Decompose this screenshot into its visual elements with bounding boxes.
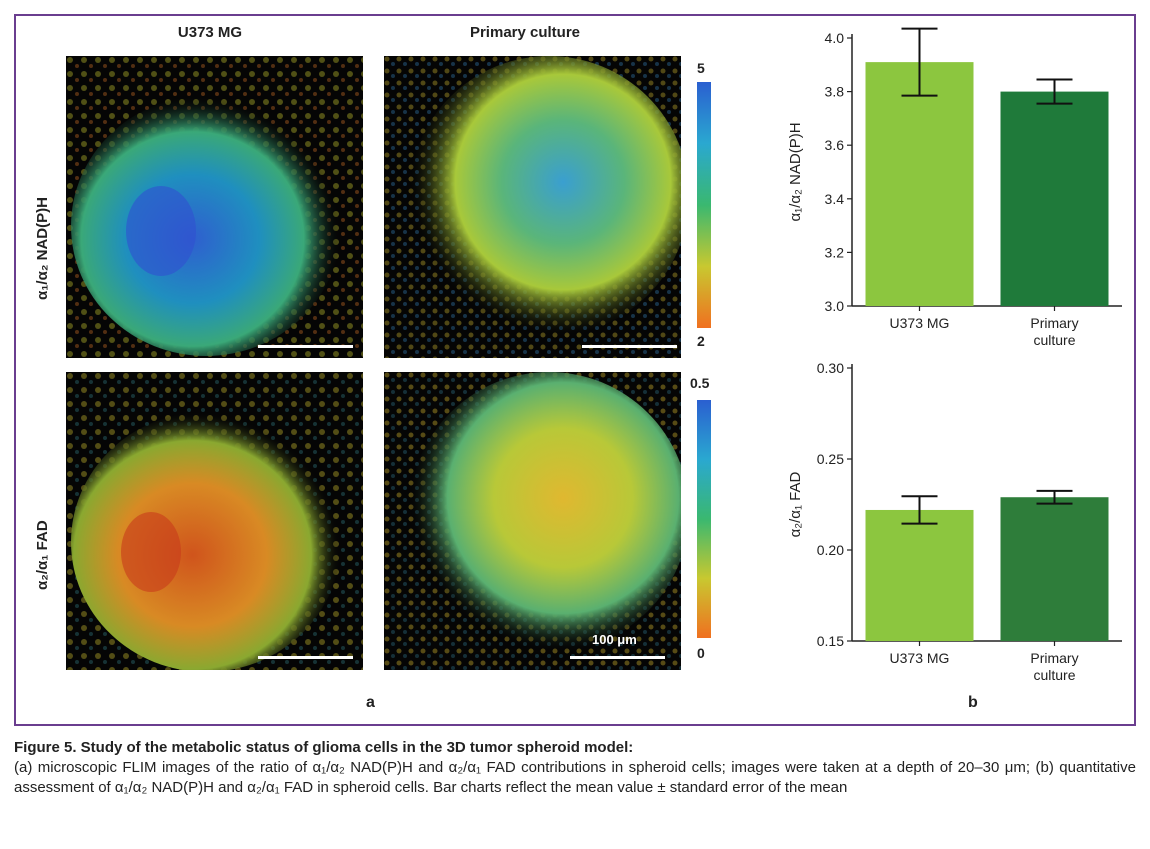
y-tick-label: 3.0 (825, 298, 845, 314)
y-tick-label: 0.20 (817, 542, 844, 558)
column-header-primary: Primary culture (469, 24, 581, 41)
flim-image-primary-fad (384, 372, 681, 670)
caption-body: (a) microscopic FLIM images of the ratio… (14, 759, 1136, 796)
x-tick-label: culture (1033, 332, 1075, 348)
y-tick-label: 0.25 (817, 451, 844, 467)
colorbar-fad-max: 0.5 (690, 375, 710, 391)
x-tick-label: culture (1033, 667, 1075, 683)
bar-chart-fad: 0.15 0.20 0.25 0.30 α₂/α₁ FAD U373 MG Primaryc… (787, 360, 1122, 683)
figure-caption: Figure 5. Study of the metabolic status … (14, 738, 1136, 798)
bar (865, 62, 974, 307)
bar-chart-nadph: 3.0 3.2 3.4 3.6 3.8 4.0 α₁/α₂ NAD(P)H U373 MG Pr… (787, 27, 1122, 348)
column-header-u373: U373 MG (177, 24, 243, 41)
y-axis-label: α₁/α₂ NAD(P)H (787, 122, 804, 221)
flim-image-u373-fad (66, 372, 363, 670)
scale-bar (582, 345, 677, 348)
colorbar-fad (697, 400, 711, 638)
scale-bar (258, 345, 353, 348)
bar (1000, 497, 1109, 641)
scale-bar (570, 656, 665, 659)
figure-frame (14, 14, 1136, 726)
y-tick-label: 4.0 (825, 30, 845, 46)
x-tick-label: U373 MG (890, 315, 950, 331)
y-tick-label: 0.30 (817, 360, 844, 376)
scale-bar (258, 656, 353, 659)
bar (1000, 91, 1109, 306)
caption-title: Figure 5. Study of the metabolic status … (14, 739, 634, 756)
bar (865, 509, 974, 641)
y-tick-label: 3.8 (825, 84, 845, 100)
x-tick-label: Primary (1030, 315, 1078, 331)
panel-letter-a: a (366, 694, 375, 711)
colorbar-nadph-max: 5 (697, 60, 705, 76)
y-axis-label: α₂/α₁ FAD (787, 471, 804, 537)
scale-bar-label: 100 μm (592, 632, 637, 647)
flim-image-u373-nadph (66, 56, 363, 358)
y-tick-label: 3.4 (825, 191, 845, 207)
colorbar-fad-min: 0 (697, 645, 705, 661)
row-label-nadph: α₁/α₂ NAD(P)H (34, 197, 51, 300)
y-tick-label: 3.2 (825, 244, 845, 260)
panel-letter-b: b (968, 694, 978, 711)
y-tick-label: 0.15 (817, 633, 844, 649)
x-tick-label: U373 MG (890, 650, 950, 666)
x-tick-label: Primary (1030, 650, 1078, 666)
colorbar-nadph (697, 82, 711, 328)
y-tick-label: 3.6 (825, 137, 845, 153)
colorbar-nadph-min: 2 (697, 333, 705, 349)
flim-image-primary-nadph (384, 56, 681, 358)
row-label-fad: α₂/α₁ FAD (34, 520, 51, 590)
